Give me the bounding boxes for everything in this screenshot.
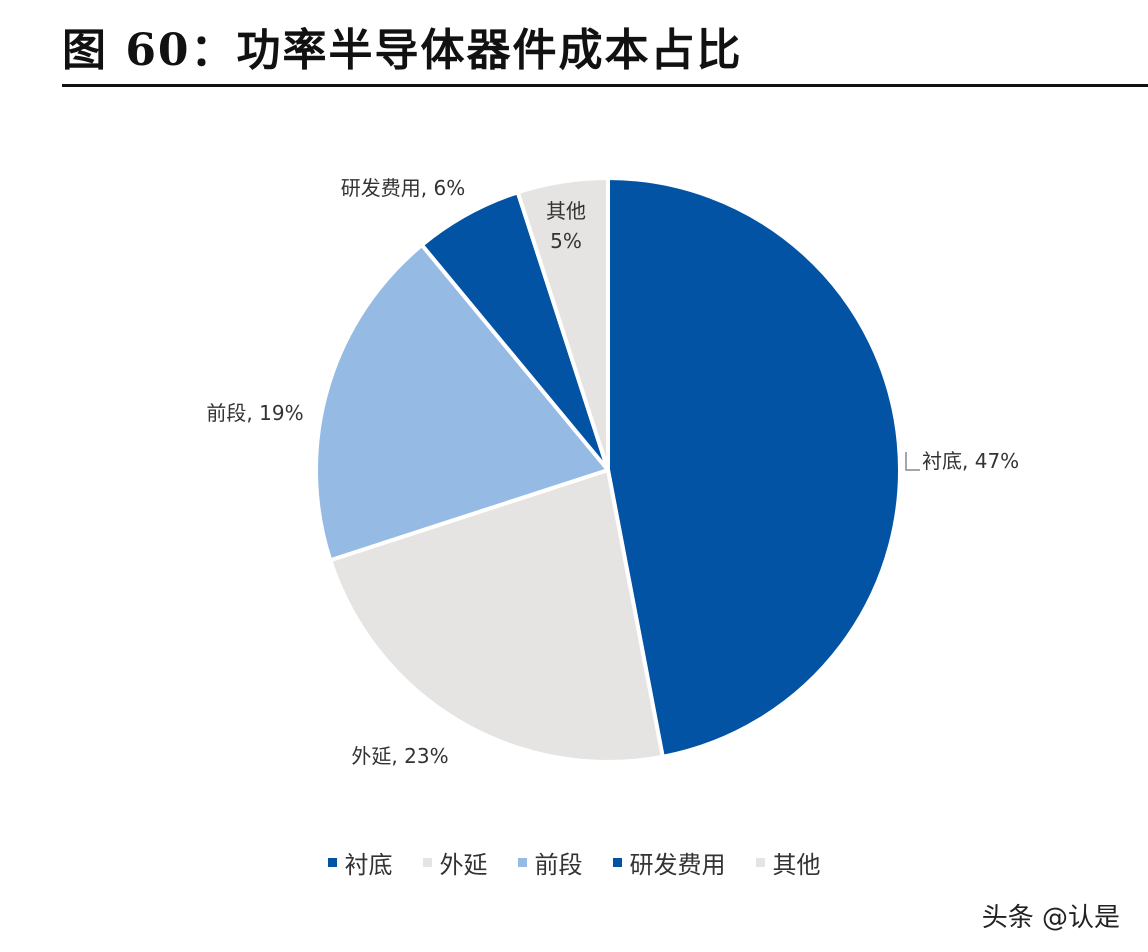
pie-slice-3 — [314, 243, 610, 563]
data-label-2: 外延, 23% — [351, 744, 448, 768]
legend-item-1: 衬底 — [327, 845, 393, 880]
legend-swatch — [422, 858, 432, 867]
data-label-1: 衬底, 47% — [922, 449, 1019, 473]
legend-item-5: 其他 — [755, 845, 821, 880]
legend-item-2: 外延 — [422, 845, 488, 880]
pie-slice-2 — [328, 468, 665, 764]
legend-label: 其他 — [772, 851, 821, 879]
legend-swatch — [327, 858, 337, 867]
data-label-4: 研发费用, 6% — [341, 176, 465, 200]
legend-swatch — [517, 858, 527, 867]
legend-swatch — [612, 858, 622, 867]
figure-title: 图 60：功率半导体器件成本占比 — [62, 25, 743, 76]
legend-label: 研发费用 — [629, 851, 726, 879]
chart-legend: 衬底 外延 前段 研发费用 其他 — [0, 845, 1148, 880]
watermark: 头条 @认是 — [981, 903, 1120, 933]
legend-item-3: 前段 — [517, 845, 583, 880]
label-leader-line — [905, 452, 920, 471]
legend-item-4: 研发费用 — [612, 845, 726, 880]
legend-label: 衬底 — [344, 851, 393, 879]
data-label-3: 前段, 19% — [206, 401, 303, 425]
legend-swatch — [755, 858, 765, 867]
legend-label: 外延 — [439, 851, 488, 879]
title-divider — [62, 84, 1148, 87]
data-label-5: 其他 5% — [546, 199, 586, 253]
legend-label: 前段 — [534, 851, 583, 879]
pie-slice-5 — [515, 176, 610, 472]
pie-slice-1 — [606, 176, 902, 759]
